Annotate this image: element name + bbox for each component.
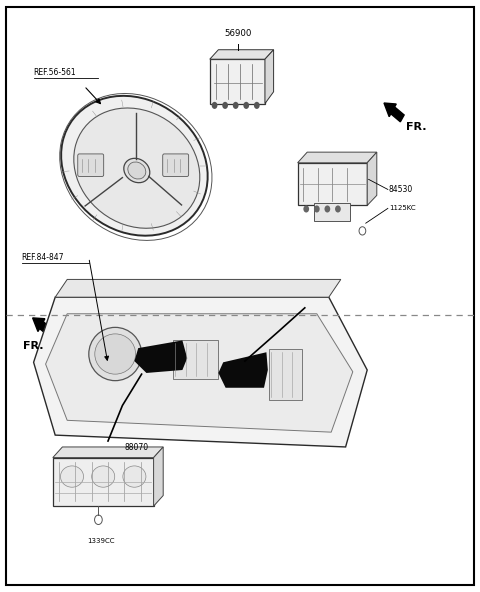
- Circle shape: [212, 102, 217, 109]
- Polygon shape: [46, 314, 353, 432]
- Text: REF.84-847: REF.84-847: [22, 253, 64, 262]
- Ellipse shape: [89, 327, 142, 381]
- FancyBboxPatch shape: [314, 203, 350, 221]
- Ellipse shape: [92, 466, 115, 487]
- Text: 84530: 84530: [389, 185, 413, 194]
- Text: 88070: 88070: [125, 443, 149, 452]
- Polygon shape: [218, 352, 268, 388]
- FancyBboxPatch shape: [269, 349, 302, 400]
- Text: 1339CC: 1339CC: [87, 539, 115, 545]
- Polygon shape: [265, 50, 274, 104]
- Polygon shape: [298, 152, 377, 163]
- Polygon shape: [154, 447, 163, 506]
- Ellipse shape: [74, 108, 200, 229]
- Polygon shape: [210, 50, 274, 59]
- Text: 1125KC: 1125KC: [389, 205, 415, 211]
- FancyBboxPatch shape: [78, 154, 104, 176]
- FancyBboxPatch shape: [173, 340, 218, 379]
- Ellipse shape: [124, 158, 150, 183]
- Ellipse shape: [60, 466, 84, 487]
- Polygon shape: [34, 297, 367, 447]
- FancyBboxPatch shape: [298, 163, 367, 205]
- Polygon shape: [134, 340, 187, 373]
- Circle shape: [303, 205, 309, 213]
- Circle shape: [335, 205, 341, 213]
- Text: 56900: 56900: [224, 28, 252, 37]
- Ellipse shape: [95, 334, 135, 374]
- FancyArrow shape: [33, 318, 55, 338]
- FancyBboxPatch shape: [163, 154, 189, 176]
- Ellipse shape: [61, 96, 208, 236]
- FancyBboxPatch shape: [53, 458, 154, 506]
- Text: REF.56-561: REF.56-561: [34, 67, 76, 77]
- FancyBboxPatch shape: [210, 59, 265, 104]
- Circle shape: [222, 102, 228, 109]
- Circle shape: [243, 102, 249, 109]
- Polygon shape: [53, 447, 163, 458]
- Ellipse shape: [123, 466, 146, 487]
- Text: FR.: FR.: [23, 342, 44, 351]
- Ellipse shape: [128, 162, 146, 179]
- Circle shape: [314, 205, 320, 213]
- Circle shape: [324, 205, 330, 213]
- Circle shape: [233, 102, 239, 109]
- FancyArrow shape: [384, 103, 404, 122]
- Text: FR.: FR.: [406, 123, 426, 132]
- Polygon shape: [367, 152, 377, 205]
- Polygon shape: [55, 279, 341, 297]
- Circle shape: [254, 102, 260, 109]
